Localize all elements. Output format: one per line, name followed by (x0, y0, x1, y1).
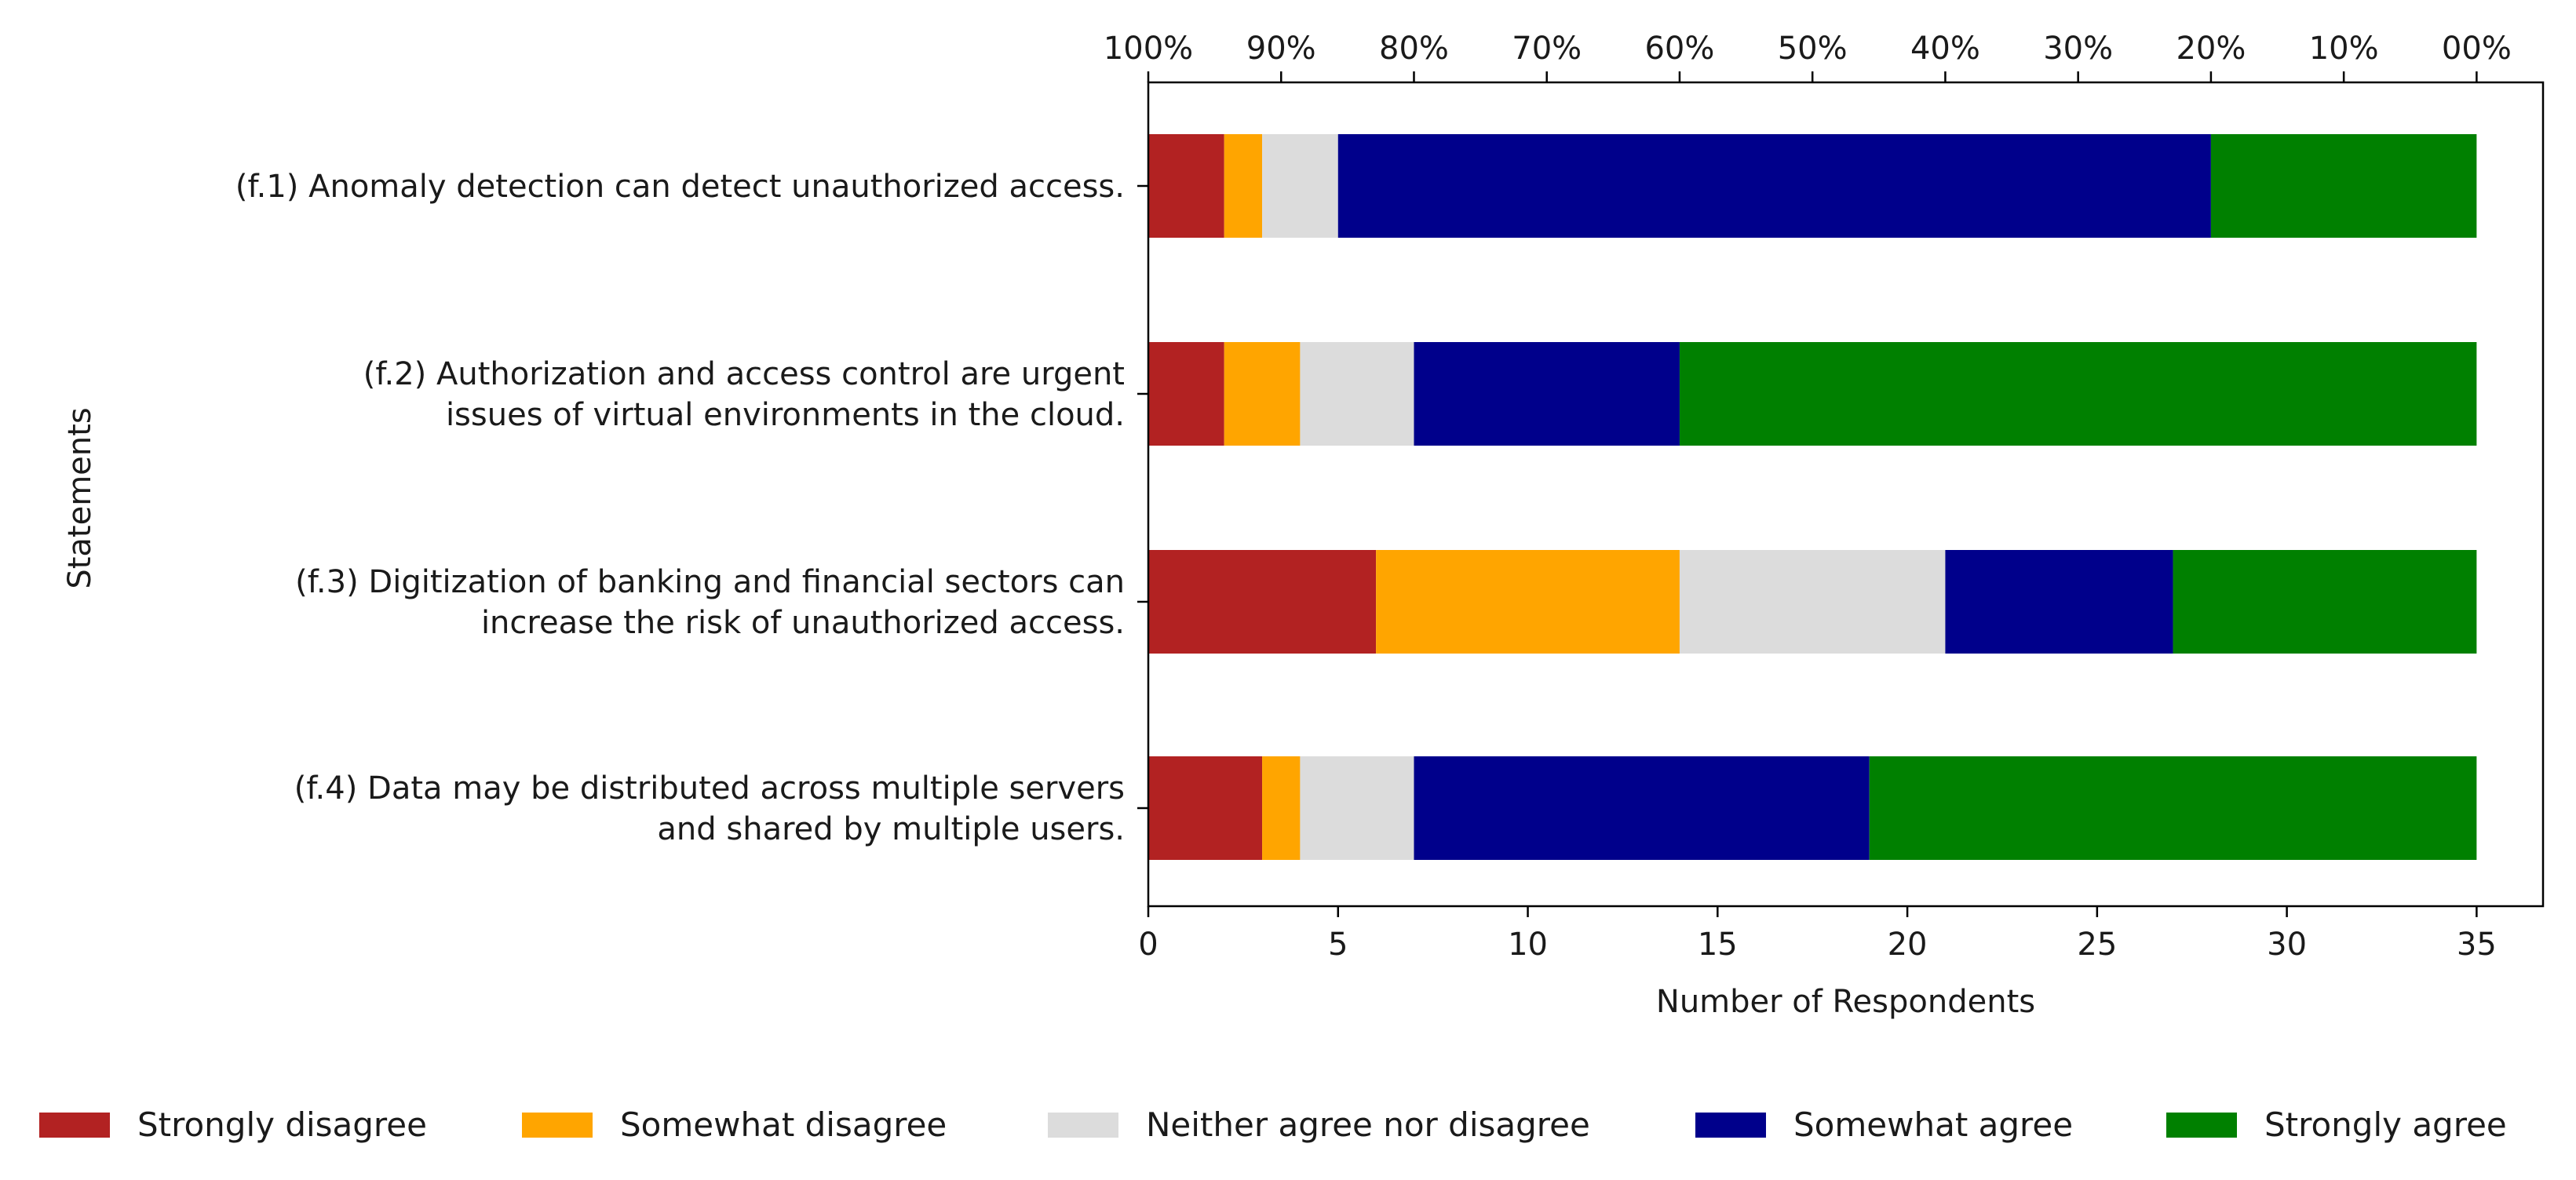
plot-frame (1147, 81, 2545, 908)
bar-segment (1148, 134, 1224, 238)
legend-label: Strongly disagree (137, 1105, 427, 1144)
legend-label: Neither agree nor disagree (1146, 1105, 1590, 1144)
axes-layer (1137, 71, 2545, 917)
x-axis-title: Number of Respondents (1656, 984, 2035, 1020)
legend-label: Somewhat disagree (620, 1105, 947, 1144)
x-tick-label: 15 (1698, 927, 1738, 963)
top-tick-label: 20% (2176, 31, 2246, 67)
top-tick-label: 40% (1910, 31, 1980, 67)
top-tick-label: 80% (1379, 31, 1449, 67)
x-tick-label: 0 (1138, 927, 1158, 963)
category-label: and shared by multiple users. (657, 811, 1125, 847)
x-tick-label: 5 (1328, 927, 1348, 963)
y-axis-title: Statements (62, 407, 98, 588)
bar-segment (1869, 756, 2477, 860)
category-label: (f.1) Anomaly detection can detect unaut… (235, 169, 1125, 205)
top-tick-label: 00% (2442, 31, 2512, 67)
legend-swatch (2166, 1113, 2237, 1138)
x-tick-label: 30 (2267, 927, 2307, 963)
bar-segment (1148, 550, 1377, 654)
top-tick-label: 90% (1246, 31, 1316, 67)
top-tick-label: 70% (1512, 31, 1582, 67)
legend-label: Strongly agree (2264, 1105, 2507, 1144)
top-tick-label: 30% (2043, 31, 2113, 67)
bar-segment (1148, 756, 1263, 860)
category-label: (f.4) Data may be distributed across mul… (294, 770, 1125, 807)
labels-layer: 0 5 10 15 20 25 30 35 100% 90% 80% 70% 60% 50% 40% 30% 2… (62, 31, 2512, 1020)
bar-segment (1679, 550, 1946, 654)
bar-segment (1148, 342, 1224, 446)
top-tick-label: 50% (1778, 31, 1848, 67)
bar-segment (1224, 342, 1301, 446)
bar-segment (1262, 134, 1338, 238)
category-label: (f.2) Authorization and access control a… (363, 356, 1125, 392)
bar-segment (2173, 550, 2477, 654)
category-label: (f.3) Digitization of banking and financ… (295, 564, 1125, 600)
bar-segment (1414, 342, 1680, 446)
x-tick-label: 35 (2457, 927, 2497, 963)
legend-swatch (1048, 1113, 1118, 1138)
bars-layer (1148, 134, 2477, 860)
top-tick-label: 10% (2309, 31, 2379, 67)
category-label: issues of virtual environments in the cl… (446, 397, 1125, 433)
legend: Strongly disagree Somewhat disagree Neithe… (39, 1105, 2507, 1144)
bar-segment (1300, 342, 1414, 446)
x-tick-label: 20 (1888, 927, 1928, 963)
bar-segment (1376, 550, 1680, 654)
legend-swatch (39, 1113, 110, 1138)
legend-swatch (522, 1113, 593, 1138)
bar-segment (2210, 134, 2477, 238)
bar-segment (1224, 134, 1263, 238)
x-tick-label: 25 (2077, 927, 2117, 963)
bar-segment (1945, 550, 2173, 654)
legend-label: Somewhat agree (1793, 1105, 2073, 1144)
bar-segment (1679, 342, 2477, 446)
bar-segment (1414, 756, 1870, 860)
category-label: increase the risk of unauthorized access… (481, 605, 1125, 641)
x-tick-label: 10 (1508, 927, 1548, 963)
bar-segment (1300, 756, 1414, 860)
bar-segment (1337, 134, 2211, 238)
legend-swatch (1695, 1113, 1766, 1138)
top-tick-label: 100% (1104, 31, 1193, 67)
bar-segment (1262, 756, 1301, 860)
top-tick-label: 60% (1644, 31, 1714, 67)
